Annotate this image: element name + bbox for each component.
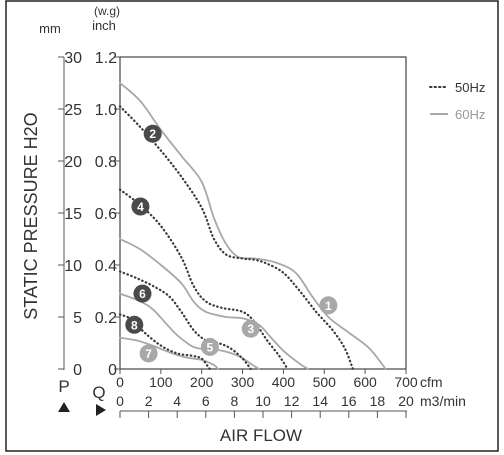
p-letter: P <box>58 377 69 396</box>
y-tick-label-mm: 0 <box>73 362 82 379</box>
curve-badge-4 <box>131 197 150 216</box>
y-axis-title: STATIC PRESSURE H2O <box>21 112 41 319</box>
legend-50hz-label: 50Hz <box>455 80 485 95</box>
x-m3-tick-label: 6 <box>202 393 210 409</box>
curve-badge-1 <box>319 296 338 315</box>
legend-60hz-label: 60Hz <box>455 107 485 122</box>
y-ticks: 30 1.2 25 1.0 20 0.8 15 0.6 10 0.4 5 0.2 0 0 <box>58 50 120 379</box>
curve-badge-6 <box>133 284 152 303</box>
curve-badge-label: 5 <box>207 340 214 354</box>
y-tick-label-inch: 0 <box>108 362 117 379</box>
x-cfm-tick-label: 200 <box>190 374 214 390</box>
x-m3-tick-label: 4 <box>173 393 181 409</box>
x-m3-unit: m3/min <box>420 393 466 409</box>
curve-badge-5 <box>200 337 219 356</box>
curve-badge-label: 2 <box>149 127 156 141</box>
curve-7-60hz <box>119 336 219 370</box>
curve-badges: 1 2 3 4 5 6 7 8 <box>125 124 338 363</box>
plot-area <box>119 56 407 370</box>
curve-3-60hz <box>119 238 309 370</box>
curve-badge-label: 7 <box>145 347 152 361</box>
x-m3-tick-label: 14 <box>312 393 328 409</box>
y-unit-inch-top: (w.g) <box>94 4 120 18</box>
y-tick-label-inch: 1.0 <box>95 102 117 119</box>
y-tick-label-mm: 15 <box>64 206 82 223</box>
curve-badge-3 <box>241 319 260 338</box>
x-ticks: 0 100 200 300 400 500 600 700 cfm 0 2 4 6 8 10 12 14 16 18… <box>116 369 466 418</box>
y-unit-inch-bottom: inch <box>92 18 116 33</box>
curve-badge-label: 1 <box>325 299 332 313</box>
y-tick-label-mm: 10 <box>64 258 82 275</box>
x-m3-tick-label: 16 <box>341 393 357 409</box>
curve-badge-label: 3 <box>247 322 254 336</box>
curve-badge-8 <box>125 315 144 334</box>
curves <box>118 82 387 371</box>
legend: 50Hz 60Hz <box>429 80 485 122</box>
curve-badge-label: 4 <box>137 200 144 214</box>
curve-4-50hz <box>118 188 289 371</box>
y-tick-label-mm: 20 <box>64 154 82 171</box>
curve-badge-label: 8 <box>131 318 138 332</box>
p-arrow-icon <box>58 402 70 412</box>
x-cfm-tick-label: 400 <box>272 374 296 390</box>
curve-6-50hz <box>118 270 252 371</box>
outer-border <box>5 0 499 452</box>
y-tick-label-mm: 30 <box>64 50 82 67</box>
curve-5-60hz <box>119 292 260 370</box>
x-m3-tick-label: 20 <box>398 393 414 409</box>
x-cfm-tick-label: 500 <box>313 374 337 390</box>
y-tick-label-inch: 0.2 <box>95 310 117 327</box>
x-m3-tick-label: 18 <box>370 393 386 409</box>
x-m3-tick-label: 10 <box>255 393 271 409</box>
curve-badge-label: 6 <box>139 287 146 301</box>
curve-badge-7 <box>139 344 158 363</box>
x-cfm-tick-label: 700 <box>394 374 418 390</box>
y-unit-mm: mm <box>39 21 61 36</box>
y-tick-label-inch: 0.8 <box>95 154 117 171</box>
y-tick-label-inch: 0.6 <box>95 206 117 223</box>
x-m3-tick-label: 12 <box>284 393 300 409</box>
x-cfm-tick-label: 100 <box>149 374 173 390</box>
y-tick-label-mm: 25 <box>64 102 82 119</box>
x-axis-title: AIR FLOW <box>220 426 302 445</box>
q-letter: Q <box>92 383 105 402</box>
x-cfm-tick-label: 600 <box>353 374 377 390</box>
y-tick-label-mm: 5 <box>73 310 82 327</box>
y-tick-label-inch: 0.4 <box>95 258 117 275</box>
x-m3-tick-label: 0 <box>116 393 124 409</box>
q-arrow-icon <box>96 404 106 416</box>
x-m3-tick-label: 8 <box>231 393 239 409</box>
x-cfm-tick-label: 0 <box>116 374 124 390</box>
curve-badge-2 <box>143 124 162 143</box>
curve-2-50hz <box>118 105 354 371</box>
x-cfm-tick-label: 300 <box>231 374 255 390</box>
y-tick-label-inch: 1.2 <box>95 50 117 67</box>
x-m3-tick-label: 2 <box>145 393 153 409</box>
x-cfm-unit: cfm <box>420 374 443 390</box>
